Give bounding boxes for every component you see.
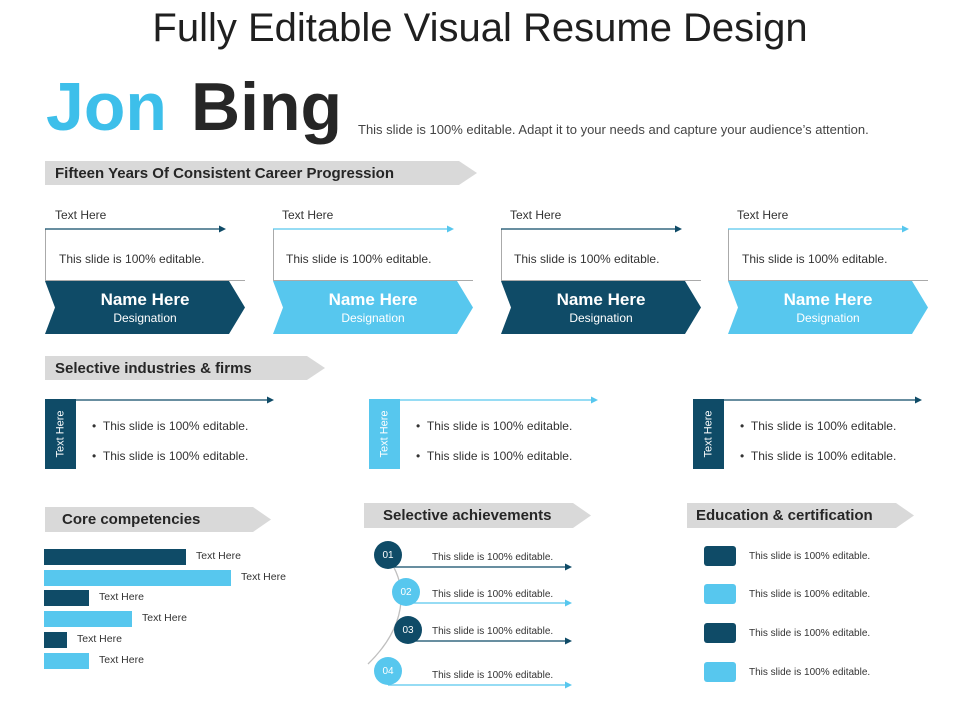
career-item-box <box>273 229 473 281</box>
career-item-designation: Designation <box>341 310 405 325</box>
competency-label: Text Here <box>142 612 187 625</box>
career-item-box <box>728 229 928 281</box>
page-title: Fully Editable Visual Resume Design <box>152 6 808 50</box>
career-heading: Fifteen Years Of Consistent Career Progr… <box>45 161 477 185</box>
career-item-label: Text Here <box>282 208 334 222</box>
industries-heading-text: Selective industries & firms <box>55 359 252 377</box>
industry-arrow <box>369 396 598 404</box>
career-item-label: Text Here <box>737 208 789 222</box>
industry-bullet: • This slide is 100% editable. <box>740 419 897 433</box>
achievement-arrow <box>388 681 572 689</box>
career-item-designation: Designation <box>113 310 177 325</box>
career-item-arrow <box>728 225 909 233</box>
career-item-text: This slide is 100% editable. <box>742 252 888 266</box>
education-marker <box>704 623 736 643</box>
career-item-designation: Designation <box>569 310 633 325</box>
achievement-arrow <box>388 563 572 571</box>
career-item-name: Name Here <box>328 289 418 309</box>
career-item-text: This slide is 100% editable. <box>514 252 660 266</box>
career-item-arrow <box>501 225 682 233</box>
achievement-arrow <box>406 599 572 607</box>
achievement-number-badge: 04 <box>374 657 402 685</box>
achievement-text: This slide is 100% editable. <box>432 552 554 563</box>
industry-bullet: • This slide is 100% editable. <box>740 449 897 463</box>
industries-heading: Selective industries & firms <box>45 356 325 380</box>
achievement-number-badge: 03 <box>394 616 422 644</box>
name-last: Bing <box>191 69 343 145</box>
competency-label: Text Here <box>196 550 241 562</box>
career-item-chevron: Name Here Designation <box>501 281 701 334</box>
industry-tab: Text Here <box>693 399 724 469</box>
competency-bar <box>44 611 132 628</box>
career-item-chevron: Name Here Designation <box>45 281 245 334</box>
career-item-arrow <box>45 225 226 233</box>
career-item-box <box>45 229 245 281</box>
industry-arrow <box>45 396 274 404</box>
competency-bar <box>44 549 186 565</box>
career-item-box <box>501 229 701 281</box>
achievement-arrow <box>408 637 572 645</box>
industry-arrow <box>693 396 922 404</box>
education-text: This slide is 100% editable. <box>749 589 871 600</box>
education-heading: Education & certification <box>687 503 914 528</box>
education-marker <box>704 584 736 604</box>
career-item-chevron: Name Here Designation <box>728 281 928 334</box>
education-text: This slide is 100% editable. <box>749 628 871 639</box>
competencies-heading-text: Core competencies <box>62 511 201 528</box>
competency-label: Text Here <box>77 632 122 645</box>
achievement-text: This slide is 100% editable. <box>432 626 554 637</box>
name-first: Jon <box>46 69 167 145</box>
education-text: This slide is 100% editable. <box>749 667 871 678</box>
achievement-connector-curve <box>367 557 402 665</box>
career-item-text: This slide is 100% editable. <box>59 252 205 266</box>
industry-bullet: • This slide is 100% editable. <box>92 449 249 463</box>
career-item-text: This slide is 100% editable. <box>286 252 432 266</box>
achievement-text: This slide is 100% editable. <box>432 589 554 600</box>
industry-tab: Text Here <box>45 399 76 469</box>
competency-label: Text Here <box>99 591 144 604</box>
competencies-heading: Core competencies <box>45 507 271 532</box>
career-item-chevron: Name Here Designation <box>273 281 473 334</box>
industry-tab-label: Text Here <box>702 410 715 458</box>
achievement-number-badge: 01 <box>374 541 402 569</box>
competency-label: Text Here <box>241 570 286 583</box>
industry-bullet: • This slide is 100% editable. <box>416 419 573 433</box>
industry-tab-label: Text Here <box>378 410 391 458</box>
competency-label: Text Here <box>99 653 144 666</box>
achievements-heading: Selective achievements <box>364 503 591 528</box>
career-item-label: Text Here <box>510 208 562 222</box>
achievement-number-badge: 02 <box>392 578 420 606</box>
education-marker <box>704 662 736 682</box>
competency-bar <box>44 631 67 648</box>
achievement-text: This slide is 100% editable. <box>432 670 554 681</box>
competency-bar <box>44 652 89 669</box>
career-item-name: Name Here <box>100 289 190 309</box>
industry-bullet: • This slide is 100% editable. <box>92 419 249 433</box>
career-item-designation: Designation <box>796 310 860 325</box>
career-item-arrow <box>273 225 454 233</box>
education-marker <box>704 546 736 566</box>
career-heading-text: Fifteen Years Of Consistent Career Progr… <box>55 164 395 182</box>
career-item-name: Name Here <box>556 289 646 309</box>
achievements-heading-text: Selective achievements <box>383 507 552 524</box>
tagline: This slide is 100% editable. Adapt it to… <box>358 122 869 137</box>
industry-tab-label: Text Here <box>54 410 67 458</box>
industry-tab: Text Here <box>369 399 400 469</box>
competency-bar <box>44 590 89 607</box>
industry-bullet: • This slide is 100% editable. <box>416 449 573 463</box>
career-item-label: Text Here <box>55 208 107 222</box>
education-heading-text: Education & certification <box>696 507 873 524</box>
education-text: This slide is 100% editable. <box>749 551 871 562</box>
career-item-name: Name Here <box>783 289 873 309</box>
competency-bar <box>44 569 231 586</box>
